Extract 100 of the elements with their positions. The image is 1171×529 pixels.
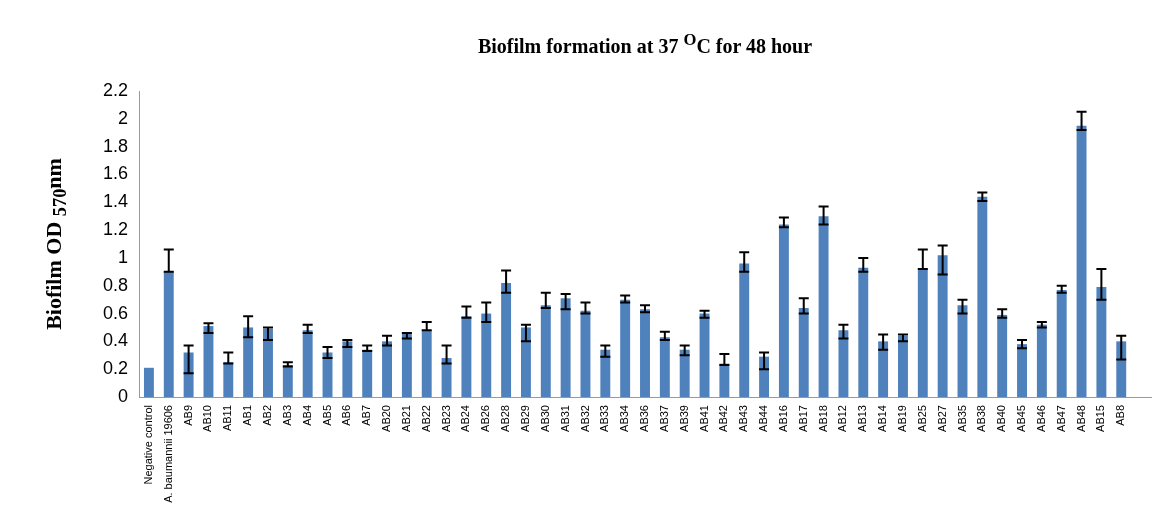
y-tick-label: 2.2 (102, 79, 128, 100)
x-tick-label: AB24 (459, 405, 472, 432)
bar (798, 307, 809, 397)
x-tick-label: AB34 (618, 405, 631, 432)
bar (1056, 289, 1067, 397)
x-tick-label: AB22 (419, 405, 432, 432)
bar (1116, 341, 1127, 397)
x-tick-label: AB9 (181, 405, 194, 426)
bar (401, 333, 412, 397)
bar (739, 263, 750, 397)
x-tick-label: AB29 (518, 405, 531, 432)
bar (878, 341, 889, 397)
x-tick-label: AB26 (479, 405, 492, 432)
bar (501, 282, 512, 397)
x-tick-label: AB30 (538, 405, 551, 432)
x-tick-label: AB42 (717, 405, 730, 432)
bar (441, 358, 452, 397)
bar (620, 299, 631, 397)
chart-title: Biofilm formation at 37 $^{O}$C for 48 hour (476, 30, 814, 58)
y-tick-label: 0.8 (102, 274, 128, 295)
bar (461, 316, 472, 397)
x-tick-label: AB6 (340, 405, 353, 426)
x-tick-label: AB5 (320, 405, 333, 426)
bar (203, 326, 214, 397)
x-tick-label: AB38 (975, 405, 988, 432)
bar (421, 330, 432, 397)
y-tick-label: 1.2 (102, 219, 128, 240)
x-tick-label: AB39 (677, 405, 690, 432)
x-tick-label: AB15 (1094, 405, 1107, 432)
x-tick-label: AB12 (836, 405, 849, 432)
bar (917, 269, 928, 397)
bar (481, 313, 492, 397)
bar (282, 365, 293, 397)
x-tick-label: AB2 (261, 405, 274, 426)
x-tick-label: AB20 (380, 405, 393, 432)
x-tick-label: AB41 (697, 405, 710, 432)
x-tick-label: Negative control (141, 405, 154, 485)
x-tick-label: AB10 (201, 405, 214, 432)
y-tick-label: 0.6 (102, 302, 128, 323)
bar (1076, 125, 1087, 397)
bar (719, 363, 730, 397)
y-tick-label: 2 (117, 107, 128, 128)
bar (937, 255, 948, 397)
bar (858, 267, 869, 397)
x-tick-label: AB32 (578, 405, 591, 432)
bar (1096, 287, 1107, 397)
y-tick-label: 1 (117, 246, 128, 267)
x-tick-label: AB43 (737, 405, 750, 432)
x-tick-label: AB35 (955, 405, 968, 432)
bar (818, 216, 829, 397)
bar (640, 309, 650, 397)
x-tick-label: A. baumannii 19606 (161, 405, 174, 503)
x-tick-label: AB36 (638, 405, 651, 432)
x-tick-label: AB44 (757, 405, 770, 432)
bar (302, 330, 313, 397)
x-tick-label: AB3 (280, 405, 293, 426)
x-tick-label: AB18 (816, 405, 829, 432)
x-tick-label: AB28 (499, 405, 512, 432)
bar (679, 349, 690, 397)
y-tick-label: 0.2 (102, 358, 128, 379)
x-tick-label: AB19 (895, 405, 908, 432)
x-tick-label: AB45 (1015, 405, 1028, 432)
y-tick-label: 1.6 (102, 163, 128, 184)
bar (540, 305, 551, 397)
x-tick-label: AB17 (796, 405, 809, 432)
x-tick-label: AB4 (300, 405, 313, 426)
x-tick-label: AB13 (856, 405, 869, 432)
bar (600, 349, 611, 397)
x-tick-label: AB31 (558, 405, 571, 432)
bar (1036, 324, 1047, 397)
bar (997, 314, 1008, 397)
y-tick-label: 0.4 (102, 330, 128, 351)
y-tick-label: 1.4 (102, 191, 128, 212)
bar (659, 337, 670, 397)
x-tick-label: AB27 (935, 405, 948, 432)
bar (1017, 344, 1027, 397)
bar (263, 328, 273, 397)
bar (778, 224, 789, 397)
x-tick-label: AB37 (657, 405, 670, 432)
x-tick-label: AB1 (241, 405, 254, 426)
bar (243, 327, 254, 397)
bar (560, 298, 571, 397)
bar (223, 362, 234, 397)
x-tick-label: AB48 (1074, 405, 1087, 432)
x-tick-label: AB25 (915, 405, 928, 432)
x-tick-label: AB46 (1034, 405, 1047, 432)
bar (898, 335, 908, 397)
x-tick-label: AB16 (776, 405, 789, 432)
bar (362, 349, 373, 397)
x-tick-label: AB21 (399, 405, 412, 432)
x-tick-label: AB47 (1054, 405, 1067, 432)
x-tick-label: AB7 (360, 405, 373, 426)
x-tick-label: AB23 (439, 405, 452, 432)
bar (977, 196, 988, 397)
bar (838, 330, 849, 397)
x-tick-label: AB8 (1114, 405, 1127, 426)
y-tick-label: 1.8 (102, 135, 128, 156)
x-tick-label: AB14 (876, 405, 889, 432)
x-tick-label: AB11 (221, 405, 234, 432)
bar (382, 341, 392, 397)
